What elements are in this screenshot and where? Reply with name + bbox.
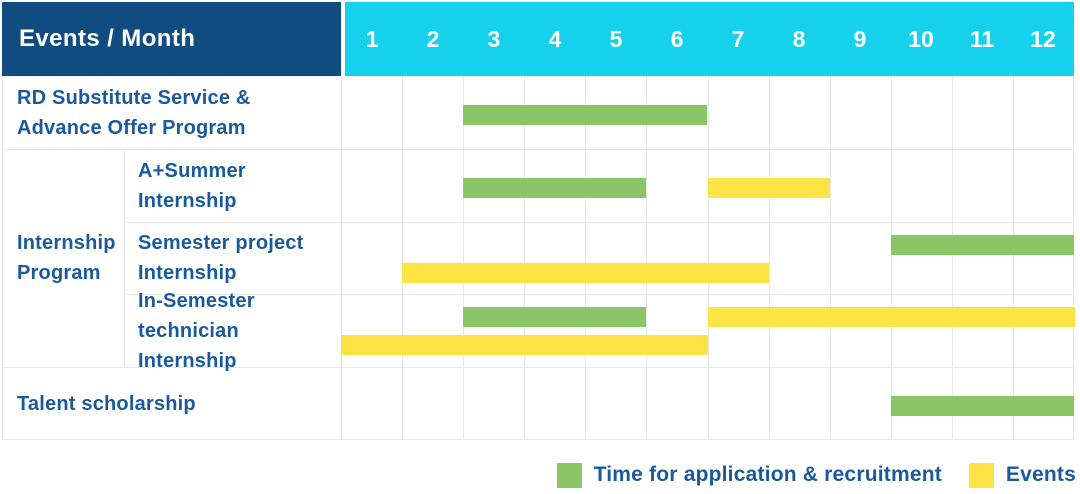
bar-application-recruitment <box>891 396 1074 416</box>
row-label-line: Internship <box>17 232 116 254</box>
table-border-left <box>2 76 3 439</box>
month-label: 6 <box>670 25 684 52</box>
row-label-line: Internship <box>138 262 237 284</box>
row-label-in-semester-technician: In-Semester technician Internship <box>125 290 341 372</box>
row-label-semester-project: Semester project Internship <box>125 222 341 294</box>
row-label-line: Semester project <box>138 232 304 254</box>
month-label: 5 <box>609 25 623 52</box>
row-divider <box>2 367 1074 368</box>
month-label: 7 <box>731 25 745 52</box>
gridline-v <box>585 76 586 439</box>
month-label: 12 <box>1030 25 1056 52</box>
row-label-talent-scholarship: Talent scholarship <box>2 367 341 440</box>
row-label-a-plus-summer: A+Summer Internship <box>125 149 341 222</box>
gridline-v <box>524 76 525 439</box>
row-divider <box>124 222 1074 223</box>
sub-column-divider <box>124 149 125 367</box>
gridline-v <box>952 76 953 439</box>
gridline-v <box>463 76 464 439</box>
month-header-row: 1 2 3 4 5 6 7 8 9 10 11 12 <box>345 2 1074 76</box>
bar-events <box>708 307 1075 327</box>
month-label: 3 <box>487 25 501 52</box>
legend-swatch-recruitment <box>556 462 582 488</box>
month-label: 11 <box>969 25 995 52</box>
row-label-rd-substitute: RD Substitute Service & Advance Offer Pro… <box>2 76 341 149</box>
page-title: Events / Month <box>19 25 196 52</box>
row-label-line: In-Semester <box>138 289 255 312</box>
month-label: 10 <box>908 25 934 52</box>
row-divider <box>2 149 1074 150</box>
month-label: 9 <box>853 25 867 52</box>
row-divider <box>124 294 1074 295</box>
month-label: 1 <box>365 25 379 52</box>
row-label-line: Advance Offer Program <box>17 116 246 139</box>
table-border-bottom <box>2 439 1074 440</box>
gridline-v <box>402 76 403 439</box>
gridline-v <box>1013 76 1014 439</box>
bar-events <box>341 335 708 355</box>
legend-swatch-events <box>968 462 994 488</box>
row-label-line: Talent scholarship <box>17 392 196 415</box>
bar-application-recruitment <box>463 178 646 198</box>
label-column-divider <box>341 76 342 439</box>
bar-events <box>708 178 830 198</box>
group-label-internship-program: Internship Program <box>2 149 124 367</box>
row-label-line: Internship <box>138 189 237 212</box>
bar-events <box>402 263 769 283</box>
gridline-v <box>708 76 709 439</box>
legend-label-recruitment: Time for application & recruitment <box>593 463 942 486</box>
bar-application-recruitment <box>463 307 646 327</box>
gridline-v <box>830 76 831 439</box>
gridline-v <box>769 76 770 439</box>
bar-application-recruitment <box>463 105 707 125</box>
table-border-right <box>1073 76 1074 439</box>
row-label-line: Program <box>17 262 101 284</box>
month-label: 8 <box>792 25 806 52</box>
row-label-line: A+Summer <box>138 159 246 182</box>
events-month-header-cell: Events / Month <box>2 2 341 76</box>
month-label: 4 <box>548 25 562 52</box>
legend-label-events: Events <box>1005 463 1076 486</box>
legend: Time for application & recruitment Event… <box>0 458 1076 492</box>
month-label: 2 <box>426 25 440 52</box>
gridline-v <box>891 76 892 439</box>
row-label-line: technician Internship <box>138 319 239 372</box>
gridline-v <box>646 76 647 439</box>
row-label-line: RD Substitute Service & <box>17 86 251 109</box>
bar-application-recruitment <box>891 235 1074 255</box>
